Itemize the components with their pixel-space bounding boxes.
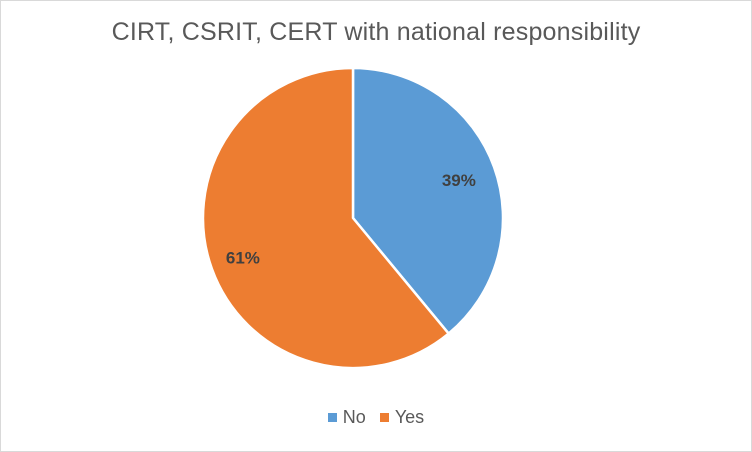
data-label-no: 39% [442,171,476,190]
legend-swatch-no [327,413,337,422]
legend-item-no: No [327,407,366,428]
data-label-yes: 61% [226,249,260,268]
legend: No Yes [0,407,752,428]
pie-slice-no [351,66,505,335]
pie-slice-yes [201,66,450,370]
chart-title: CIRT, CSRIT, CERT with national responsi… [111,18,641,46]
legend-label-no: No [342,407,366,427]
legend-label-yes: Yes [394,407,425,427]
legend-item-yes: Yes [379,407,425,428]
legend-swatch-yes [379,413,389,422]
